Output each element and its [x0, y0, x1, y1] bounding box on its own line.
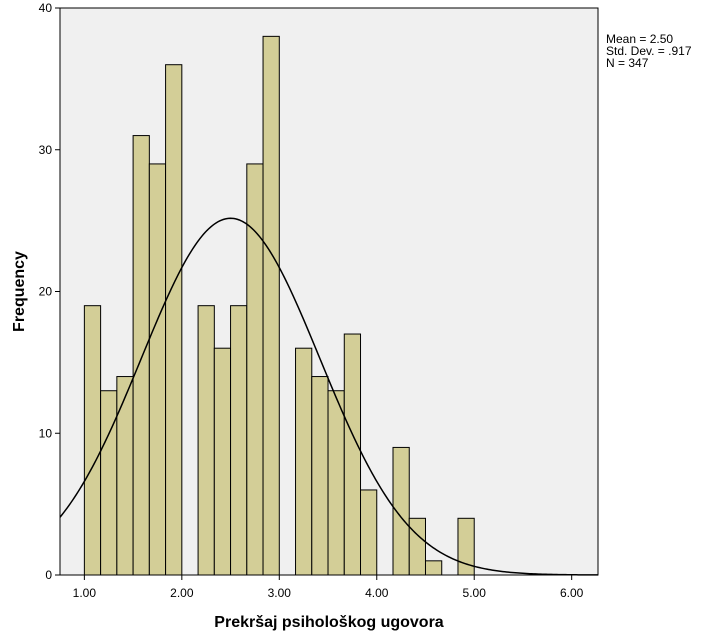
- y-tick-label: 10: [39, 426, 53, 440]
- histogram-bar: [311, 376, 329, 576]
- histogram-bar: [457, 517, 475, 576]
- histogram-bar: [230, 305, 248, 576]
- x-tick-label: 6.00: [560, 586, 584, 600]
- y-tick-label: 30: [39, 143, 53, 157]
- histogram-bar: [424, 560, 443, 576]
- x-axis-title: Prekršaj psihološkog ugovora: [214, 614, 444, 631]
- y-axis-ticks: 0 10 20 30 40: [39, 1, 60, 582]
- histogram-bar: [132, 135, 150, 576]
- x-tick-label: 5.00: [463, 586, 487, 600]
- histogram-bar: [83, 305, 102, 576]
- stats-mean: Mean = 2.50: [606, 32, 673, 46]
- histogram-bar: [327, 390, 345, 576]
- stats-std-dev: Std. Dev. = .917: [606, 44, 692, 58]
- histogram-bar: [262, 35, 280, 576]
- x-tick-label: 1.00: [73, 586, 97, 600]
- x-tick-label: 4.00: [365, 586, 389, 600]
- histogram-bars: [83, 35, 475, 576]
- histogram-bar: [100, 390, 118, 576]
- histogram-bar: [295, 347, 313, 576]
- y-tick-label: 0: [45, 568, 52, 582]
- y-axis-title: Frequency: [11, 251, 28, 332]
- x-axis-ticks: 1.00 2.00 3.00 4.00 5.00 6.00: [73, 575, 584, 600]
- histogram-bar: [197, 305, 215, 576]
- histogram-bar: [165, 64, 183, 576]
- y-tick-label: 20: [39, 285, 53, 299]
- x-tick-label: 2.00: [170, 586, 194, 600]
- y-tick-label: 40: [39, 1, 53, 15]
- stats-n: N = 347: [606, 56, 649, 70]
- histogram-bar: [392, 446, 410, 576]
- histogram-bar: [148, 163, 167, 576]
- histogram-bar: [408, 517, 426, 576]
- histogram-bar: [213, 347, 232, 576]
- histogram-bar: [343, 333, 362, 576]
- x-tick-label: 3.00: [268, 586, 292, 600]
- stats-box: Mean = 2.50 Std. Dev. = .917 N = 347: [606, 32, 692, 70]
- histogram-bar: [360, 489, 378, 576]
- normal-curve: [59, 217, 598, 576]
- plot-frame: [59, 7, 599, 576]
- histogram-bar: [116, 376, 134, 576]
